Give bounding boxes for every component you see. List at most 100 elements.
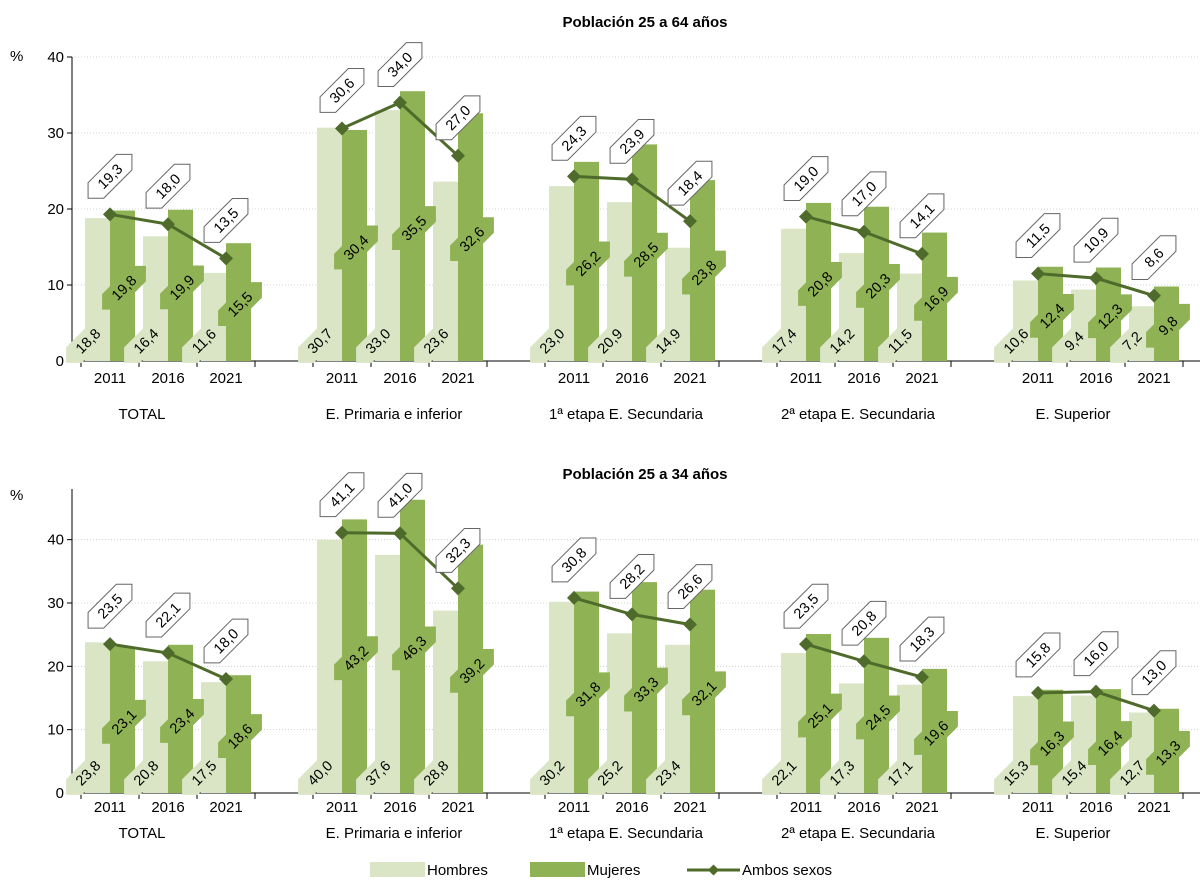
data-label-mujeres-bg [334, 636, 378, 681]
marker-ambos-sexos [1089, 684, 1103, 699]
x-tick-label: 2016 [615, 370, 648, 387]
group-label: E. Primaria e inferior [326, 825, 463, 842]
data-label-mujeres-bg [160, 265, 204, 310]
marker-ambos-sexos [219, 251, 233, 266]
marker-ambos-sexos [335, 525, 349, 540]
data-label-hombres-bg [646, 319, 690, 363]
marker-ambos-sexos [103, 637, 117, 652]
data-label-ambos-bg [1015, 632, 1061, 678]
x-tick-label: 2021 [209, 370, 242, 387]
data-label-ambos: 34,0 [377, 42, 423, 88]
data-label-hombres-bg [356, 751, 400, 795]
marker-ambos-sexos [451, 581, 465, 596]
marker-ambos-sexos [683, 617, 697, 632]
data-label-ambos: 18,0 [145, 163, 191, 209]
data-label-mujeres-bg [1030, 721, 1074, 766]
x-tick-label: 2021 [209, 799, 242, 816]
data-label-ambos-bg [783, 156, 829, 202]
y-tick-label: 0 [56, 353, 64, 370]
data-label-mujeres: 20,8 [798, 262, 842, 306]
data-label-mujeres-bg [450, 648, 494, 693]
legend-swatch-hombres [370, 862, 425, 877]
marker-ambos-sexos [103, 207, 117, 222]
data-label-hombres: 17,5 [182, 751, 226, 795]
x-tick-label: 2011 [326, 799, 358, 816]
group-label: TOTAL [119, 406, 166, 423]
data-label-ambos-bg [319, 472, 365, 518]
group-label: E. Primaria e inferior [326, 406, 463, 423]
x-tick-label: 2016 [1079, 799, 1112, 816]
legend-label-ambos: Ambos sexos [742, 862, 832, 879]
y-tick-label: 20 [47, 658, 64, 675]
data-label-hombres-bg [1110, 319, 1154, 363]
data-label-mujeres-bg [624, 667, 668, 712]
data-label-hombres-bg [820, 751, 864, 795]
data-label-mujeres: 19,8 [102, 265, 146, 310]
legend: Hombres Mujeres Ambos sexos [370, 862, 832, 879]
marker-ambos-sexos [161, 646, 175, 661]
data-label-ambos: 16,0 [1073, 631, 1119, 677]
data-label-ambos: 23,5 [783, 583, 829, 629]
x-tick-label: 2016 [847, 799, 880, 816]
x-tick-label: 2016 [383, 799, 416, 816]
chart-title-25-34: Población 25 a 34 años [562, 466, 727, 483]
data-label-mujeres-bg [102, 265, 146, 310]
x-tick-label: 2011 [558, 799, 590, 816]
marker-ambos-sexos [161, 217, 175, 232]
data-label-mujeres-bg [682, 671, 726, 716]
data-label-ambos: 41,1 [319, 472, 365, 518]
marker-ambos-sexos [451, 148, 465, 163]
data-label-ambos-bg [435, 95, 481, 141]
marker-ambos-sexos [1089, 271, 1103, 286]
group-label: E. Superior [1035, 406, 1110, 423]
data-label-ambos: 23,5 [87, 583, 133, 629]
data-label-ambos-bg [551, 537, 597, 583]
marker-ambos-sexos [683, 214, 697, 229]
x-tick-label: 2021 [441, 370, 474, 387]
x-tick-label: 2021 [1137, 799, 1170, 816]
data-label-ambos: 13,0 [1131, 650, 1177, 696]
y-tick-label: 0 [56, 785, 64, 802]
x-tick-label: 2021 [905, 799, 938, 816]
x-tick-label: 2016 [615, 799, 648, 816]
legend-label-mujeres: Mujeres [587, 862, 640, 879]
marker-ambos-sexos [857, 224, 871, 239]
y-tick-label: 30 [47, 595, 64, 612]
y-tick-label: 10 [47, 277, 64, 294]
data-label-ambos-bg [1131, 650, 1177, 696]
x-tick-label: 2021 [673, 799, 706, 816]
marker-ambos-sexos [857, 654, 871, 669]
legend-label-hombres: Hombres [427, 862, 488, 879]
data-label-hombres-bg [994, 319, 1038, 363]
data-label-ambos: 19,3 [87, 153, 133, 199]
data-label-ambos-bg [1015, 213, 1061, 259]
data-label-hombres-bg [530, 319, 574, 363]
data-label-hombres-bg [124, 751, 168, 795]
data-label-hombres-bg [182, 751, 226, 795]
x-tick-label: 2016 [383, 370, 416, 387]
x-tick-label: 2011 [790, 370, 822, 387]
marker-ambos-sexos [567, 169, 581, 184]
legend-swatch-mujeres [530, 862, 585, 877]
data-label-mujeres-bg [856, 263, 900, 308]
data-label-hombres-bg [588, 751, 632, 795]
marker-ambos-sexos [915, 670, 929, 685]
group-label: 2ª etapa E. Secundaria [781, 406, 936, 423]
data-label-ambos-bg [899, 193, 945, 239]
chart-title-25-64: Población 25 a 64 años [562, 14, 727, 31]
data-label-ambos-bg [1073, 631, 1119, 677]
data-label-ambos-bg [87, 583, 133, 629]
data-label-ambos: 22,1 [145, 592, 191, 638]
data-label-ambos-bg [203, 197, 249, 243]
data-label-ambos-bg [203, 618, 249, 664]
data-label-mujeres-bg [1088, 294, 1132, 339]
data-label-ambos: 15,8 [1015, 632, 1061, 678]
data-label-mujeres-bg [450, 217, 494, 262]
data-label-hombres-bg [66, 751, 110, 795]
data-label-ambos-bg [609, 553, 655, 599]
data-label-ambos: 19,0 [783, 156, 829, 202]
data-label-mujeres-bg [218, 714, 262, 759]
x-tick-label: 2021 [441, 799, 474, 816]
marker-ambos-sexos [625, 172, 639, 187]
